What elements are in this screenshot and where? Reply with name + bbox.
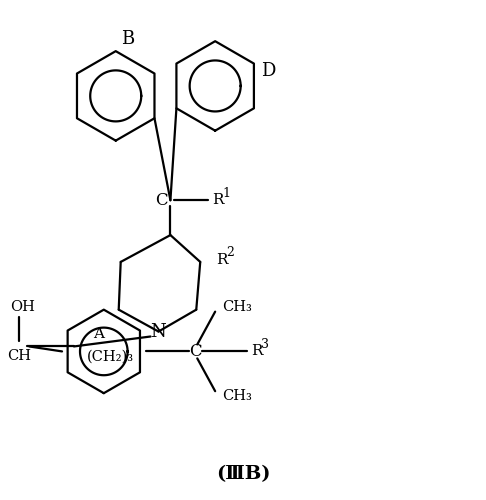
Text: N: N <box>151 322 166 340</box>
Text: 2: 2 <box>226 246 234 260</box>
Text: R: R <box>212 194 224 207</box>
Text: 3: 3 <box>261 338 269 351</box>
Text: CH₃: CH₃ <box>222 300 252 314</box>
Text: 1: 1 <box>222 187 230 200</box>
Text: C: C <box>189 343 202 360</box>
Text: OH: OH <box>10 300 35 314</box>
Text: R: R <box>216 253 227 267</box>
Text: D: D <box>260 62 275 80</box>
Text: A: A <box>93 326 104 340</box>
Text: R: R <box>251 344 262 358</box>
Text: C: C <box>155 192 168 209</box>
Text: (CH₂)₃: (CH₂)₃ <box>87 350 134 364</box>
Text: (ⅢB): (ⅢB) <box>216 464 270 482</box>
Text: B: B <box>121 30 134 48</box>
Text: CH₃: CH₃ <box>222 389 252 403</box>
Text: CH: CH <box>7 350 31 364</box>
